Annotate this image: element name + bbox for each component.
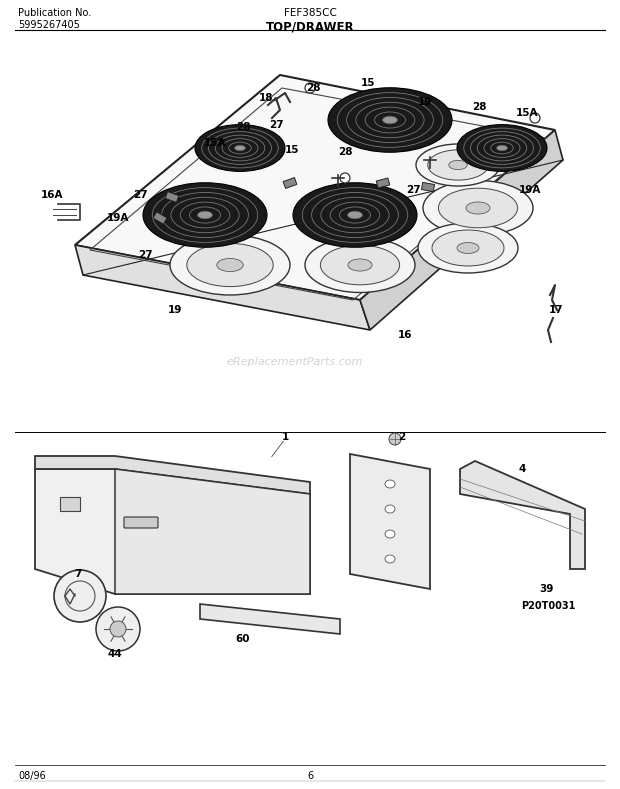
Ellipse shape — [416, 144, 500, 186]
Text: 6: 6 — [307, 771, 313, 781]
Bar — [376, 178, 390, 188]
Ellipse shape — [457, 125, 547, 171]
Text: 39: 39 — [539, 584, 553, 594]
Circle shape — [305, 83, 315, 93]
FancyBboxPatch shape — [124, 517, 158, 528]
Ellipse shape — [321, 245, 400, 285]
Text: 28: 28 — [306, 83, 321, 93]
Text: 44: 44 — [108, 649, 122, 659]
Ellipse shape — [385, 480, 395, 488]
Ellipse shape — [348, 211, 363, 219]
Bar — [283, 178, 297, 189]
Text: FEF385CC: FEF385CC — [283, 8, 337, 18]
Circle shape — [110, 621, 126, 637]
Ellipse shape — [195, 125, 285, 171]
Text: 15: 15 — [285, 145, 299, 155]
Polygon shape — [200, 604, 340, 634]
Ellipse shape — [328, 88, 452, 152]
Polygon shape — [75, 75, 555, 300]
Circle shape — [96, 607, 140, 651]
Bar — [422, 182, 435, 192]
Text: 19: 19 — [418, 97, 432, 107]
Ellipse shape — [438, 189, 518, 228]
Ellipse shape — [143, 183, 267, 247]
Ellipse shape — [385, 530, 395, 538]
Ellipse shape — [432, 230, 504, 266]
Ellipse shape — [234, 145, 246, 151]
Polygon shape — [350, 454, 430, 589]
Text: 1: 1 — [281, 432, 289, 442]
Ellipse shape — [449, 160, 467, 170]
Text: 19: 19 — [168, 305, 182, 315]
Text: 60: 60 — [236, 634, 250, 644]
Text: 18: 18 — [259, 93, 273, 103]
Ellipse shape — [418, 223, 518, 273]
Bar — [60, 497, 80, 511]
Text: TOP/DRAWER: TOP/DRAWER — [266, 20, 354, 33]
Text: 28: 28 — [236, 122, 250, 132]
Text: 27: 27 — [138, 250, 153, 260]
Text: 27: 27 — [268, 120, 283, 130]
Polygon shape — [360, 130, 563, 330]
Ellipse shape — [385, 555, 395, 563]
Text: eReplacementParts.com: eReplacementParts.com — [227, 357, 363, 367]
Ellipse shape — [305, 237, 415, 293]
Bar — [165, 192, 179, 203]
Polygon shape — [35, 469, 310, 594]
Ellipse shape — [383, 116, 397, 124]
Text: 2: 2 — [399, 432, 405, 442]
Polygon shape — [35, 456, 310, 494]
Text: 15A: 15A — [204, 138, 226, 148]
Bar — [153, 212, 167, 224]
Polygon shape — [460, 461, 585, 569]
Ellipse shape — [217, 259, 243, 271]
Circle shape — [54, 570, 106, 622]
Text: 15: 15 — [361, 78, 375, 88]
Ellipse shape — [457, 242, 479, 253]
Text: 19A: 19A — [107, 213, 129, 223]
Text: Publication No.: Publication No. — [18, 8, 91, 18]
Text: 16: 16 — [398, 330, 412, 340]
Ellipse shape — [497, 145, 507, 151]
Text: 27: 27 — [405, 185, 420, 195]
Text: 7: 7 — [74, 569, 82, 579]
Ellipse shape — [348, 259, 372, 271]
Circle shape — [530, 113, 540, 123]
Text: 27: 27 — [133, 190, 148, 200]
Text: 15A: 15A — [516, 108, 538, 118]
Text: 08/96: 08/96 — [18, 771, 46, 781]
Text: 19A: 19A — [519, 185, 541, 195]
Circle shape — [389, 433, 401, 445]
Text: 4: 4 — [518, 464, 526, 474]
Polygon shape — [75, 245, 370, 330]
Ellipse shape — [198, 211, 213, 219]
Ellipse shape — [385, 505, 395, 513]
Ellipse shape — [423, 181, 533, 235]
Text: P20T0031: P20T0031 — [521, 601, 575, 611]
Ellipse shape — [428, 150, 488, 180]
Circle shape — [340, 173, 350, 183]
Text: 28: 28 — [338, 147, 352, 157]
Polygon shape — [115, 469, 310, 594]
Ellipse shape — [293, 183, 417, 247]
Text: 17: 17 — [549, 305, 564, 315]
Ellipse shape — [170, 235, 290, 295]
Text: 5995267405: 5995267405 — [18, 20, 80, 30]
Text: 16A: 16A — [41, 190, 63, 200]
Ellipse shape — [187, 243, 273, 286]
Ellipse shape — [466, 202, 490, 214]
Text: 28: 28 — [472, 102, 486, 112]
